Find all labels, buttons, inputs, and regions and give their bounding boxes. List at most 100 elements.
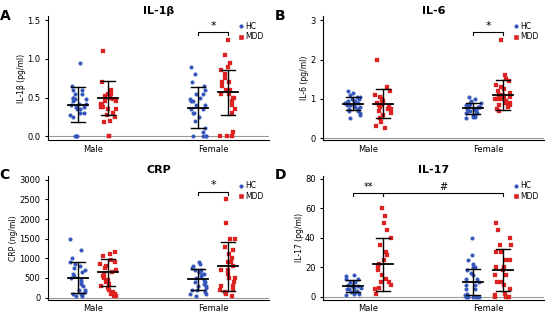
Point	[469, 272, 477, 277]
Point	[505, 78, 514, 84]
Point	[200, 278, 209, 283]
Point	[506, 287, 515, 292]
Point	[97, 104, 106, 109]
Point	[464, 102, 473, 107]
Point	[68, 83, 76, 88]
Point	[108, 97, 117, 102]
Point	[100, 271, 108, 277]
Point	[493, 88, 502, 93]
Point	[345, 108, 354, 113]
Point	[462, 268, 471, 273]
Y-axis label: IL-1β (pg/ml): IL-1β (pg/ml)	[17, 54, 26, 103]
Point	[97, 103, 106, 108]
Point	[494, 108, 503, 113]
Point	[192, 275, 201, 280]
Point	[373, 265, 382, 270]
Point	[347, 96, 356, 101]
Point	[191, 293, 200, 298]
Point	[230, 279, 239, 285]
Point	[217, 79, 226, 85]
Point	[461, 276, 470, 281]
Point	[104, 134, 113, 139]
Point	[78, 291, 86, 296]
Point	[504, 294, 513, 299]
Point	[375, 262, 383, 267]
Point	[220, 244, 229, 249]
Point	[199, 83, 208, 88]
Point	[376, 279, 385, 285]
Point	[225, 91, 234, 96]
Point	[496, 96, 505, 101]
Point	[188, 79, 197, 85]
Point	[201, 285, 210, 290]
Point	[491, 294, 500, 299]
Point	[463, 106, 472, 111]
Point	[200, 103, 209, 108]
Point	[475, 294, 483, 299]
Point	[199, 107, 207, 112]
Point	[230, 275, 239, 280]
Point	[382, 276, 391, 281]
Text: *: *	[211, 181, 216, 190]
Point	[111, 114, 119, 119]
Point	[76, 110, 85, 115]
Point	[496, 85, 505, 90]
Point	[354, 276, 362, 281]
Point	[229, 287, 238, 292]
Point	[75, 60, 84, 65]
Point	[109, 110, 118, 115]
Point	[224, 268, 233, 273]
Point	[101, 93, 109, 99]
Point	[187, 99, 196, 104]
Point	[100, 275, 109, 280]
Point	[371, 93, 380, 98]
Point	[81, 97, 90, 102]
Point	[473, 294, 482, 299]
Point	[105, 118, 114, 123]
Point	[216, 268, 225, 273]
Point	[187, 107, 196, 112]
Point	[109, 293, 118, 298]
Point	[216, 134, 225, 139]
Y-axis label: IL-6 (pg/ml): IL-6 (pg/ml)	[300, 56, 309, 100]
Point	[349, 285, 358, 290]
Point	[353, 94, 362, 100]
Point	[469, 262, 477, 267]
Point	[371, 287, 380, 292]
Point	[371, 124, 380, 129]
Point	[81, 101, 90, 106]
Point	[200, 271, 208, 277]
Point	[351, 98, 360, 103]
Point	[348, 284, 356, 289]
Point	[217, 91, 226, 96]
Point	[223, 134, 232, 139]
Point	[382, 250, 390, 255]
Point	[501, 77, 510, 82]
Point	[351, 104, 360, 109]
Point	[379, 220, 388, 226]
Title: IL-17: IL-17	[418, 165, 449, 175]
Point	[491, 293, 500, 298]
Point	[112, 99, 120, 104]
Point	[471, 265, 480, 270]
Point	[96, 103, 105, 108]
Point	[501, 294, 510, 299]
Legend: HC, MDD: HC, MDD	[512, 20, 541, 43]
Point	[96, 101, 105, 106]
Point	[67, 275, 76, 280]
Point	[461, 102, 470, 107]
Point	[186, 291, 195, 296]
Point	[104, 91, 113, 96]
Point	[110, 260, 119, 265]
Point	[65, 236, 74, 241]
Point	[191, 118, 200, 123]
Point	[102, 263, 111, 269]
Point	[68, 95, 77, 100]
Point	[372, 57, 381, 62]
Point	[492, 220, 500, 226]
Point	[384, 106, 393, 111]
Point	[375, 102, 383, 107]
Point	[223, 260, 232, 265]
Point	[471, 294, 480, 299]
Point	[104, 285, 113, 290]
